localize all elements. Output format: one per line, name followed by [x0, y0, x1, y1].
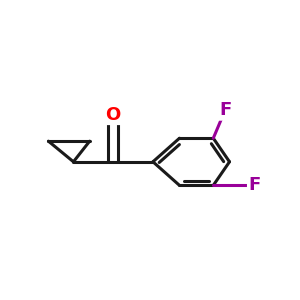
Text: F: F [248, 176, 261, 194]
Text: O: O [106, 106, 121, 124]
Text: F: F [219, 101, 231, 119]
